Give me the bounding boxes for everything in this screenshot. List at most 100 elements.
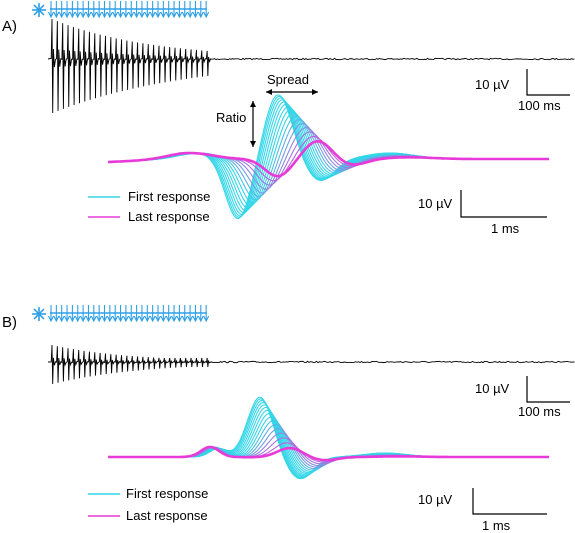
stimulus-asterisk-icon bbox=[32, 307, 46, 321]
intermediate-response-trace bbox=[108, 400, 549, 478]
raw-trace-line bbox=[47, 344, 575, 385]
spread-label: Spread bbox=[267, 72, 309, 87]
last-response-trace bbox=[107, 139, 549, 178]
legend-last-label-a: Last response bbox=[128, 209, 210, 224]
stimulus-arrow-icon bbox=[106, 1, 113, 19]
intermediate-response-trace bbox=[108, 398, 549, 479]
raw-trace-b bbox=[47, 344, 575, 385]
stimulus-arrow-icon bbox=[128, 1, 135, 19]
intermediate-response-trace bbox=[108, 406, 549, 476]
stimulus-arrow-icon bbox=[69, 305, 76, 323]
stimulus-arrow-icon bbox=[122, 1, 129, 19]
stimulus-asterisk-icon bbox=[32, 3, 46, 17]
stimulus-arrow-icon bbox=[74, 305, 81, 323]
stimulus-arrow-icon bbox=[149, 1, 156, 19]
scale-bar-bottom-a bbox=[460, 190, 547, 218]
intermediate-response-trace bbox=[108, 404, 549, 477]
panel-a bbox=[32, 1, 575, 220]
stimulus-arrow-icon bbox=[90, 1, 97, 19]
stimulus-arrow-icon bbox=[117, 1, 124, 19]
stimulus-arrow-icon bbox=[192, 305, 199, 323]
stimulus-arrow-icon bbox=[48, 305, 54, 323]
stimulus-arrow-icon bbox=[112, 305, 119, 323]
stimulus-arrow-icon bbox=[155, 1, 161, 19]
ratio-label: Ratio bbox=[216, 110, 247, 125]
last-response-trace bbox=[108, 445, 549, 462]
stimulus-arrow-icon bbox=[128, 305, 135, 323]
scale-bar-top-b bbox=[526, 376, 570, 403]
stimulus-arrow-icon bbox=[64, 305, 71, 323]
stimulus-arrow-icon bbox=[69, 1, 76, 19]
stimulus-arrow-icon bbox=[53, 305, 60, 323]
scale-bar-bottom-b bbox=[472, 488, 547, 515]
panel-label-a: A) bbox=[2, 18, 17, 35]
legend-last-label-b: Last response bbox=[126, 508, 208, 523]
stimulus-train-a bbox=[32, 1, 210, 19]
stimulus-arrow-icon bbox=[48, 1, 54, 19]
raw-trace-line bbox=[47, 18, 575, 114]
stimulus-arrow-icon bbox=[165, 1, 172, 19]
stimulus-arrow-icon bbox=[155, 305, 161, 323]
panel-b bbox=[32, 305, 575, 517]
stimulus-arrow-icon bbox=[171, 305, 178, 323]
stimulus-arrow-icon bbox=[58, 1, 65, 19]
stimulus-arrow-icon bbox=[176, 1, 183, 19]
panel-label-b: B) bbox=[2, 314, 17, 331]
top-amplitude-scale-a: 10 µV bbox=[475, 77, 510, 92]
stimulus-arrow-icon bbox=[176, 305, 183, 323]
evoked-responses-a bbox=[107, 94, 549, 220]
stimulus-arrow-icon bbox=[203, 1, 210, 19]
stimulus-arrow-icon bbox=[187, 1, 194, 19]
stimulus-arrow-icon bbox=[197, 305, 204, 323]
stimulus-arrow-icon bbox=[171, 1, 178, 19]
stimulus-arrow-icon bbox=[80, 1, 87, 19]
stimulus-arrow-icon bbox=[181, 1, 188, 19]
top-time-scale-b: 100 ms bbox=[518, 404, 561, 419]
stimulus-arrow-icon bbox=[160, 305, 167, 323]
bottom-amplitude-scale-b: 10 µV bbox=[418, 492, 453, 507]
top-time-scale-a: 100 ms bbox=[518, 98, 561, 113]
raw-trace-a bbox=[47, 18, 575, 114]
ratio-arrow bbox=[250, 101, 256, 147]
stimulus-arrow-icon bbox=[101, 305, 108, 323]
stimulus-arrow-icon bbox=[144, 305, 151, 323]
stimulus-arrow-icon bbox=[165, 305, 172, 323]
stimulus-arrow-icon bbox=[192, 1, 199, 19]
stimulus-arrow-icon bbox=[112, 1, 119, 19]
stimulus-arrow-icon bbox=[53, 1, 60, 19]
stimulus-arrow-icon bbox=[181, 305, 188, 323]
stimulus-arrow-icon bbox=[122, 305, 129, 323]
stimulus-arrow-icon bbox=[117, 305, 124, 323]
stimulus-arrow-icon bbox=[58, 305, 65, 323]
stimulus-arrow-icon bbox=[197, 1, 204, 19]
legend-first-label-b: First response bbox=[126, 486, 209, 501]
stimulus-arrow-icon bbox=[187, 305, 194, 323]
top-amplitude-scale-b: 10 µV bbox=[475, 381, 510, 396]
stimulus-arrow-icon bbox=[85, 1, 92, 19]
stimulus-arrow-icon bbox=[149, 305, 156, 323]
scale-bar-top-a bbox=[526, 69, 570, 96]
stimulus-arrow-icon bbox=[138, 305, 145, 323]
intermediate-response-trace bbox=[108, 402, 549, 478]
stimulus-arrow-icon bbox=[133, 305, 140, 323]
legend-first-label-a: First response bbox=[128, 189, 211, 204]
intermediate-response-trace bbox=[108, 409, 549, 475]
bottom-amplitude-scale-a: 10 µV bbox=[418, 196, 453, 211]
stimulus-arrow-icon bbox=[74, 1, 81, 19]
stimulus-arrow-icon bbox=[85, 305, 92, 323]
bottom-time-scale-b: 1 ms bbox=[482, 518, 511, 533]
stimulus-arrow-icon bbox=[144, 1, 151, 19]
stimulus-arrow-icon bbox=[101, 1, 108, 19]
spread-arrow bbox=[266, 89, 318, 95]
stimulus-arrow-icon bbox=[80, 305, 87, 323]
evoked-responses-b bbox=[108, 396, 549, 480]
stimulus-arrow-icon bbox=[96, 1, 103, 19]
stimulus-arrow-icon bbox=[203, 305, 210, 323]
stimulus-arrow-icon bbox=[96, 305, 103, 323]
stimulus-arrow-icon bbox=[138, 1, 145, 19]
stimulus-arrow-icon bbox=[64, 1, 71, 19]
first-response-trace bbox=[108, 396, 549, 480]
stimulus-train-b bbox=[32, 305, 210, 323]
stimulus-arrow-icon bbox=[133, 1, 140, 19]
